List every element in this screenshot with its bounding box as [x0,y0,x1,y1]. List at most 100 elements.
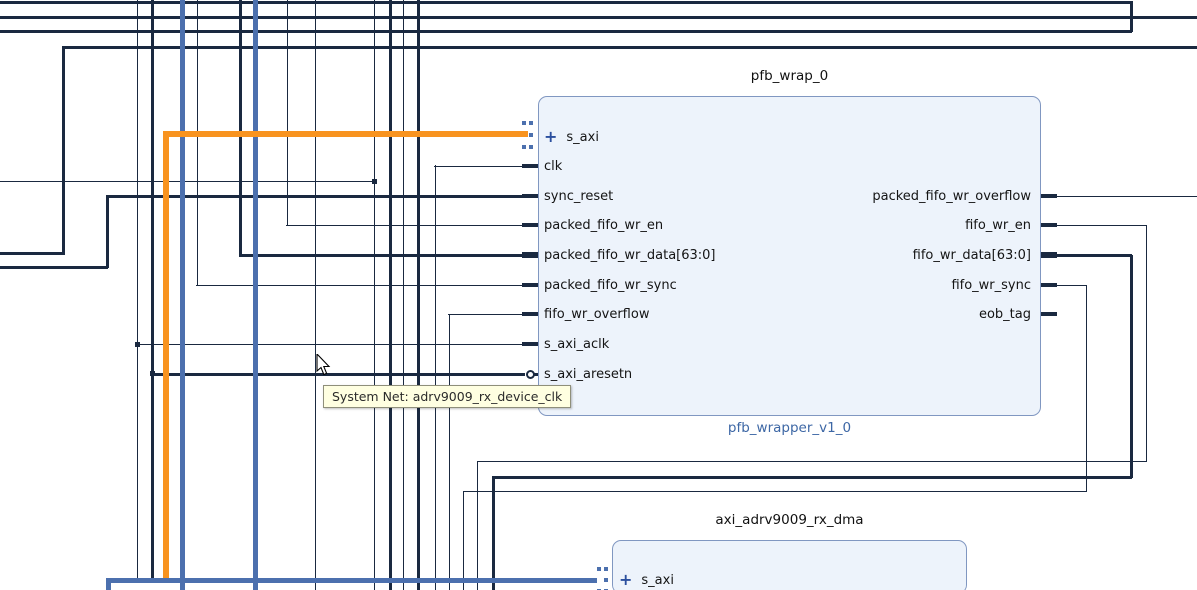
wire-segment[interactable] [314,0,316,590]
wire-segment[interactable] [286,224,537,226]
wire-segment[interactable] [1085,285,1087,492]
port-fifo-wr-data630[interactable]: fifo_wr_data[63:0] [731,246,1031,264]
wire-segment[interactable] [1056,195,1197,197]
axi-adrv9009-rx-dma-block[interactable] [612,540,967,590]
port-fifo-wr-overflow[interactable]: fifo_wr_overflow [544,305,844,323]
wire-segment[interactable] [0,251,64,255]
wire-segment[interactable] [151,372,525,376]
wire-segment[interactable] [1129,1,1133,32]
wire-segment[interactable] [373,0,375,590]
wire-segment[interactable] [1056,284,1086,286]
wire-segment[interactable] [163,131,528,137]
expand-plus-icon[interactable]: + [619,570,633,589]
port-s-axi[interactable]: + s_axi [619,571,919,589]
port-label: packed_fifo_wr_sync [544,277,677,293]
wire-segment[interactable] [136,343,537,345]
wire-segment[interactable] [196,0,198,285]
active-low-circle-icon [526,369,535,379]
port-label: sync_reset [544,188,614,204]
wire-segment[interactable] [463,490,1086,492]
wire-segment[interactable] [1041,223,1057,227]
expand-plus-icon[interactable]: + [544,127,558,146]
wire-segment[interactable] [434,165,537,167]
port-packed-fifo-wr-data630[interactable]: packed_fifo_wr_data[63:0] [544,246,844,264]
wire-segment[interactable] [477,460,1146,462]
wire-segment[interactable] [522,283,538,287]
wire-segment[interactable] [476,461,478,590]
wire-segment[interactable] [0,180,376,182]
wire-segment[interactable] [1041,312,1057,316]
wire-segment[interactable] [1056,253,1132,257]
wire-segment[interactable] [0,0,1132,4]
wire-segment[interactable] [239,253,537,257]
wire-segment[interactable] [105,578,111,590]
wire-segment[interactable] [448,313,537,315]
wire-segment[interactable] [179,0,185,590]
interface-pin-dot [597,567,601,571]
net-tooltip: System Net: adrv9009_rx_device_clk [323,385,572,408]
wire-segment[interactable] [448,314,450,590]
port-label: eob_tag [978,306,1031,322]
wire-segment[interactable] [522,223,538,227]
wire-segment[interactable] [0,265,108,269]
port-label: fifo_wr_data[63:0] [912,247,1031,263]
wire-segment[interactable] [238,0,242,255]
interface-pin-dot [529,133,533,137]
port-sync-reset[interactable]: sync_reset [544,187,844,205]
port-clk[interactable]: clk [544,157,844,175]
wire-segment[interactable] [522,252,538,258]
pfb-block-title: pfb_wrap_0 [750,68,829,84]
wire-segment[interactable] [0,15,1197,19]
interface-pin-dot [522,121,526,125]
wire-segment[interactable] [522,194,538,198]
wire-segment[interactable] [1041,252,1057,258]
wire-segment[interactable] [434,165,436,590]
port-fifo-wr-sync[interactable]: fifo_wr_sync [731,276,1031,294]
wire-segment[interactable] [252,0,258,590]
wire-segment[interactable] [163,131,169,583]
pfb-block-footer-label: pfb_wrapper_v1_0 [727,420,852,436]
wire-segment[interactable] [106,194,537,198]
wire-segment[interactable] [105,195,109,268]
wire-segment[interactable] [0,29,1132,33]
port-label: fifo_wr_sync [951,277,1031,293]
wire-segment[interactable] [286,0,288,225]
wire-junction-dot [371,178,377,184]
port-s-axi[interactable]: + s_axi [544,128,844,146]
wire-segment[interactable] [522,312,538,316]
wire-segment[interactable] [1129,255,1133,478]
wire-segment[interactable] [62,45,1197,49]
port-packed-fifo-wr-overflow[interactable]: packed_fifo_wr_overflow [731,187,1031,205]
wire-segment[interactable] [492,475,1132,479]
wire-segment[interactable] [534,372,538,376]
port-packed-fifo-wr-sync[interactable]: packed_fifo_wr_sync [544,276,844,294]
port-s-axi-aclk[interactable]: s_axi_aclk [544,335,844,353]
dma-block-title: axi_adrv9009_rx_dma [715,512,864,528]
port-label: fifo_wr_en [965,217,1031,233]
wire-segment[interactable] [106,577,597,583]
pfb-wrap-block[interactable] [538,96,1041,416]
wire-segment[interactable] [1041,283,1057,287]
port-label: packed_fifo_wr_en [544,217,664,233]
port-s-axi-aresetn[interactable]: s_axi_aresetn [544,365,844,383]
wire-segment[interactable] [1145,225,1147,462]
wire-segment[interactable] [462,491,464,590]
wire-segment[interactable] [416,0,420,590]
wire-segment[interactable] [1041,194,1057,198]
wire-segment[interactable] [61,46,65,255]
wire-segment[interactable] [1056,224,1146,226]
wire-segment[interactable] [522,342,538,346]
wire-segment[interactable] [150,0,154,582]
wire-segment[interactable] [402,0,404,590]
port-packed-fifo-wr-en[interactable]: packed_fifo_wr_en [544,216,844,234]
port-fifo-wr-en[interactable]: fifo_wr_en [731,216,1031,234]
wire-segment[interactable] [491,477,495,590]
wire-segment[interactable] [388,0,392,590]
interface-pin-dot [604,567,608,571]
wire-segment[interactable] [136,0,138,582]
port-eob-tag[interactable]: eob_tag [731,305,1031,323]
wire-segment[interactable] [196,284,537,286]
port-label: s_axi [641,572,674,588]
wire-segment[interactable] [522,164,538,168]
